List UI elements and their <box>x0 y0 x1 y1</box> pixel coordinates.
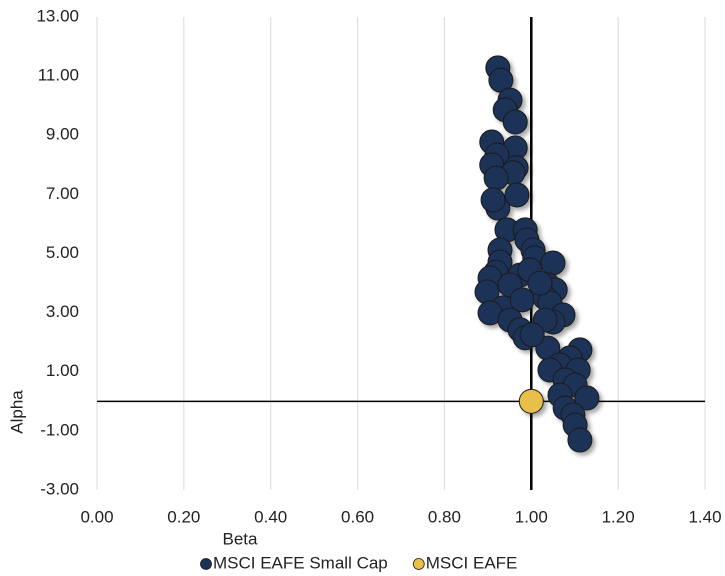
point <box>574 385 600 411</box>
y-tick-label: 1.00 <box>46 361 79 380</box>
y-tick-label: 9.00 <box>46 125 79 144</box>
y-tick-label: 7.00 <box>46 184 79 203</box>
series <box>474 55 600 453</box>
y-tick-label: 3.00 <box>46 302 79 321</box>
x-tick-label: 1.00 <box>515 507 548 526</box>
legend-marker <box>412 558 425 570</box>
point <box>527 270 553 296</box>
y-tick-label: 11.00 <box>38 66 79 85</box>
series <box>518 388 544 414</box>
x-tick-label: 0.60 <box>341 507 374 526</box>
y-tick-label: 13.00 <box>36 6 79 25</box>
x-tick-label: 1.20 <box>602 507 635 526</box>
point <box>519 322 545 348</box>
point <box>567 427 593 453</box>
x-tick-label: 0.80 <box>428 507 461 526</box>
legend-label: MSCI EAFE <box>426 553 518 572</box>
legend-marker <box>200 558 212 570</box>
point <box>483 165 509 191</box>
x-tick-label: 0.00 <box>80 507 113 526</box>
point <box>502 109 528 135</box>
point <box>540 250 566 276</box>
point <box>504 182 530 208</box>
point <box>480 187 506 213</box>
legend-label: MSCI EAFE Small Cap <box>213 553 388 572</box>
y-axis-label: Alpha <box>7 390 26 434</box>
x-tick-label: 1.40 <box>688 507 721 526</box>
y-tick-label: 5.00 <box>46 243 79 262</box>
x-axis-label: Beta <box>223 529 259 548</box>
y-tick-label: -1.00 <box>40 420 79 439</box>
x-tick-label: 0.20 <box>167 507 200 526</box>
x-tick-label: 0.40 <box>254 507 287 526</box>
point <box>518 388 544 414</box>
y-tick-label: -3.00 <box>40 479 79 498</box>
